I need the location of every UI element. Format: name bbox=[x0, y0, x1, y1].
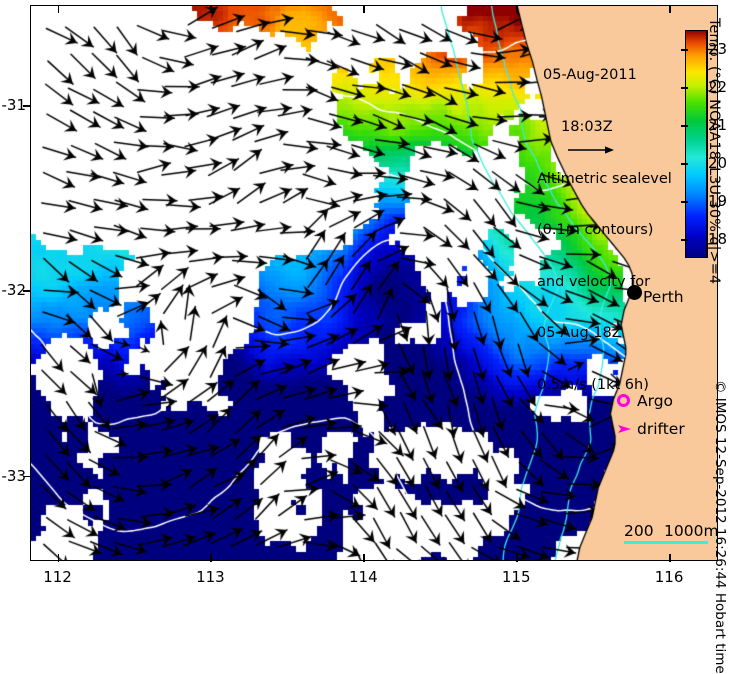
x-axis-tick-label: 114 bbox=[348, 568, 378, 586]
contour-and-vector-overlay bbox=[31, 6, 717, 560]
x-axis-tickmark bbox=[363, 5, 365, 13]
colorbar-tickmark bbox=[681, 163, 688, 165]
y-axis-tick-label: -31 bbox=[1, 96, 27, 115]
map-plot-area bbox=[30, 5, 718, 561]
drifter-marker-icon bbox=[618, 425, 631, 433]
x-axis-tick-label: 115 bbox=[501, 568, 531, 586]
colorbar-tick-label: 20 bbox=[708, 154, 728, 172]
annotation-text-block: 05-Aug-2011 18:03Z Altimetric sealevel (… bbox=[537, 33, 672, 429]
perth-marker-icon bbox=[627, 285, 642, 300]
colorbar-axis-line bbox=[706, 30, 708, 258]
x-axis-tick-label: 112 bbox=[43, 568, 72, 586]
colorbar-tick-label: 22 bbox=[708, 78, 728, 96]
x-axis-tick-label: 113 bbox=[196, 568, 225, 586]
colorbar-gradient bbox=[686, 31, 706, 257]
x-axis-tickmark bbox=[210, 554, 212, 562]
colorbar-tickmark bbox=[681, 239, 688, 241]
x-axis-tickmark bbox=[210, 5, 212, 13]
x-axis-tickmark bbox=[516, 5, 518, 13]
reference-velocity-arrow-icon bbox=[568, 146, 614, 154]
annot-line3: Altimetric sealevel bbox=[537, 170, 672, 187]
colorbar-title: Temp. (°C) NOAA18_L3U 30% q|>=4 bbox=[706, 18, 722, 285]
colorbar-tickmark bbox=[681, 125, 688, 127]
scalebar-line bbox=[624, 541, 708, 544]
colorbar-tickmark bbox=[681, 87, 688, 89]
x-axis-tickmark bbox=[516, 554, 518, 562]
x-axis-tickmark bbox=[57, 554, 60, 562]
scalebar-label-200: 200 bbox=[624, 522, 654, 540]
colorbar bbox=[685, 30, 707, 258]
scalebar-label-1000: 1000m bbox=[664, 522, 719, 540]
annot-time: 18:03Z bbox=[561, 119, 613, 136]
perth-label: Perth bbox=[643, 288, 684, 306]
colorbar-tickmark bbox=[681, 49, 688, 51]
annot-line4: (0.1m contours) bbox=[537, 222, 654, 239]
x-axis-tickmark bbox=[669, 554, 671, 562]
colorbar-tick-label: 23 bbox=[708, 40, 728, 58]
y-axis-tickmark bbox=[23, 290, 31, 292]
y-axis-tick-label: -33 bbox=[1, 466, 27, 485]
credit-text: © IMOS 12-Sep-2012 16:26:44 Hobart time bbox=[712, 380, 728, 674]
figure-root: 05-Aug-2011 18:03Z Altimetric sealevel (… bbox=[1, 5, 728, 674]
colorbar-tickmark bbox=[681, 201, 688, 203]
colorbar-tick-label: 21 bbox=[708, 116, 728, 134]
colorbar-tick-label: 18 bbox=[708, 230, 728, 248]
y-axis-tickmark bbox=[23, 475, 31, 478]
x-axis-tickmark bbox=[363, 554, 365, 562]
argo-label: Argo bbox=[637, 392, 674, 410]
annot-line6: 05-Aug 18Z bbox=[537, 325, 622, 342]
argo-marker-icon bbox=[617, 394, 630, 407]
y-axis-tickmark bbox=[23, 105, 31, 107]
drifter-label: drifter bbox=[637, 420, 685, 438]
y-axis-tick-label: -32 bbox=[1, 281, 27, 300]
x-axis-tick-label: 116 bbox=[654, 568, 684, 586]
x-axis-tickmark bbox=[669, 5, 671, 13]
annot-line7: 0.5m/s (1kt 6h) bbox=[537, 377, 649, 394]
colorbar-tick-label: 19 bbox=[708, 192, 728, 210]
annot-date: 05-Aug-2011 bbox=[543, 67, 637, 84]
x-axis-tickmark bbox=[57, 5, 60, 13]
